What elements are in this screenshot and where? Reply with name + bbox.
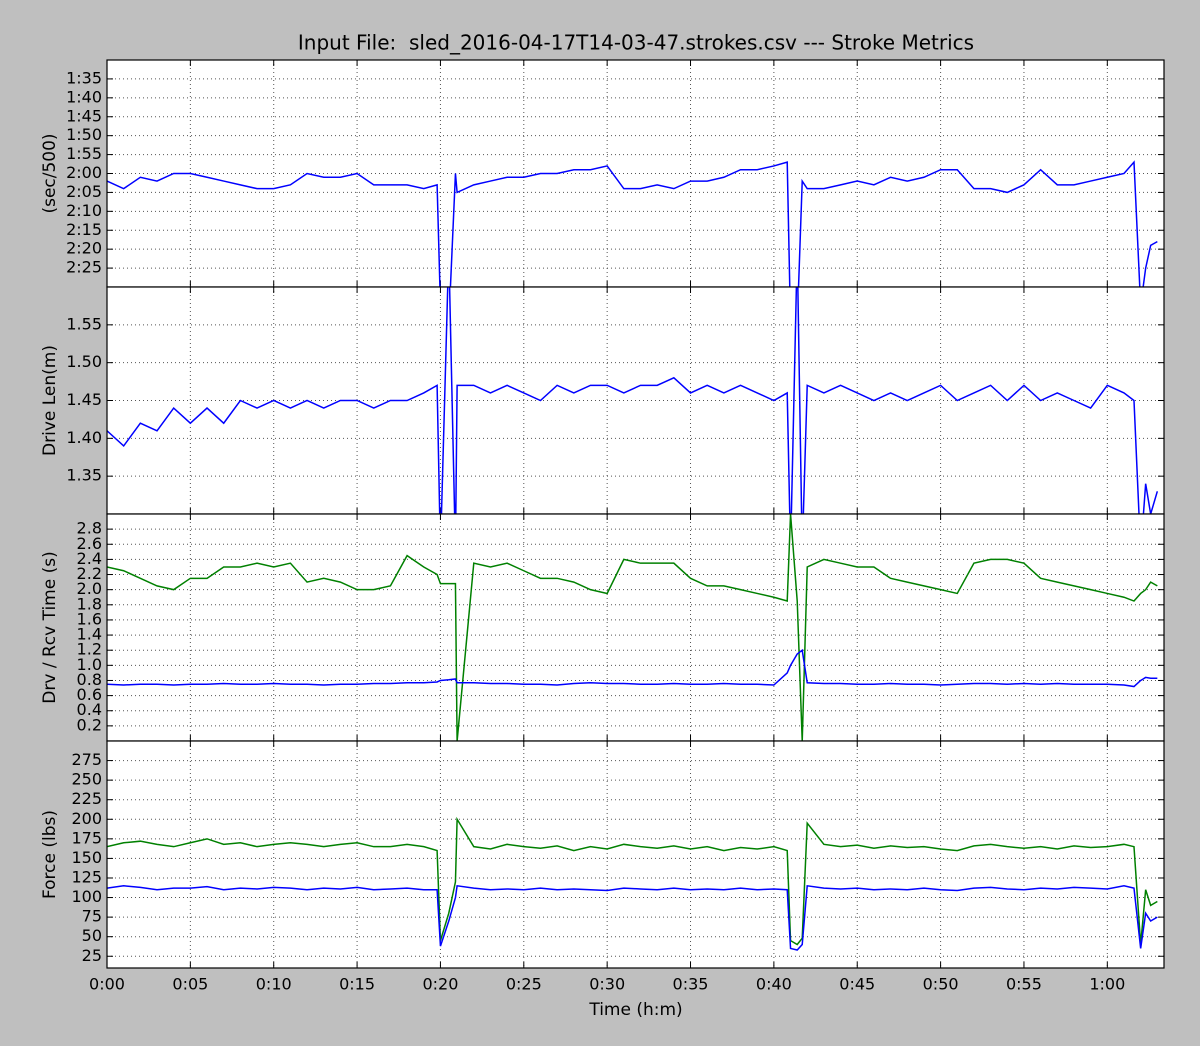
data-line	[107, 160, 1158, 287]
y-tick-label: 2.6	[77, 534, 102, 553]
x-tick-label: 0:15	[339, 975, 375, 994]
y-tick-label: 125	[71, 867, 102, 886]
x-tick-label: 0:20	[422, 975, 458, 994]
y-tick-label: 2:10	[66, 201, 102, 220]
plot-area	[107, 514, 1164, 741]
y-tick-label: 2.4	[77, 549, 102, 568]
y-tick-label: 2.2	[77, 564, 102, 583]
y-tick-label: 150	[71, 848, 102, 867]
x-tick-label: 0:10	[256, 975, 292, 994]
y-tick-label: 2.8	[77, 519, 102, 538]
y-tick-label: 225	[71, 789, 102, 808]
x-tick-label: 0:35	[673, 975, 709, 994]
x-tick-label: 0:40	[756, 975, 792, 994]
y-axis-label: Drv / Rcv Time (s)	[40, 551, 60, 703]
y-tick-label: 175	[71, 828, 102, 847]
data-line	[107, 648, 1158, 688]
plot-frame	[106, 740, 1165, 969]
x-tick-label: 0:45	[839, 975, 875, 994]
x-tick-label: 0:50	[923, 975, 959, 994]
y-tick-label: 50	[82, 926, 102, 945]
data-line	[107, 287, 1159, 514]
data-line	[107, 884, 1158, 951]
y-tick-label: 1:50	[66, 125, 102, 144]
y-tick-label: 0.2	[77, 715, 102, 734]
y-tick-label: 1.4	[77, 625, 102, 644]
x-tick-label: 0:25	[506, 975, 542, 994]
y-tick-label: 2:00	[66, 163, 102, 182]
y-tick-label: 1:40	[66, 87, 102, 106]
y-tick-label: 1.40	[66, 428, 102, 447]
y-tick-label: 1.6	[77, 609, 102, 628]
y-tick-label: 1.35	[66, 466, 102, 485]
y-axis-label: Force (lbs)	[40, 810, 60, 899]
y-tick-label: 1.0	[77, 655, 102, 674]
y-tick-label: 0.6	[77, 685, 102, 704]
y-tick-label: 200	[71, 809, 102, 828]
y-tick-label: 2:25	[66, 258, 102, 277]
y-tick-label: 250	[71, 770, 102, 789]
y-tick-label: 1:45	[66, 106, 102, 125]
y-axis-label: (sec/500)	[40, 133, 60, 213]
y-tick-label: 1.50	[66, 352, 102, 371]
y-tick-label: 2.0	[77, 579, 102, 598]
x-tick-label: 0:55	[1006, 975, 1042, 994]
data-line	[107, 816, 1158, 946]
y-tick-label: 1.2	[77, 640, 102, 659]
y-tick-label: 2:15	[66, 220, 102, 239]
x-tick-label: 0:00	[89, 975, 125, 994]
y-tick-label: 2:05	[66, 182, 102, 201]
x-axis-label: Time (h:m)	[588, 1000, 682, 1020]
y-tick-label: 0.8	[77, 670, 102, 689]
y-tick-label: 1:55	[66, 144, 102, 163]
y-tick-label: 100	[71, 887, 102, 906]
x-tick-label: 1:00	[1089, 975, 1125, 994]
y-axis-label: Drive Len(m)	[40, 345, 60, 456]
y-tick-label: 25	[82, 946, 102, 965]
y-tick-label: 1:35	[66, 68, 102, 87]
x-tick-label: 0:30	[589, 975, 625, 994]
y-tick-label: 1.55	[66, 314, 102, 333]
y-tick-label: 2:20	[66, 239, 102, 258]
y-tick-label: 275	[71, 750, 102, 769]
chart-title: Input File: sled_2016-04-17T14-03-47.str…	[298, 31, 974, 55]
x-tick-label: 0:05	[172, 975, 208, 994]
data-line	[107, 514, 1158, 741]
y-tick-label: 1.45	[66, 390, 102, 409]
y-tick-label: 0.4	[77, 700, 102, 719]
plot-area	[107, 741, 1164, 968]
y-tick-label: 1.8	[77, 594, 102, 613]
y-tick-label: 75	[82, 907, 102, 926]
